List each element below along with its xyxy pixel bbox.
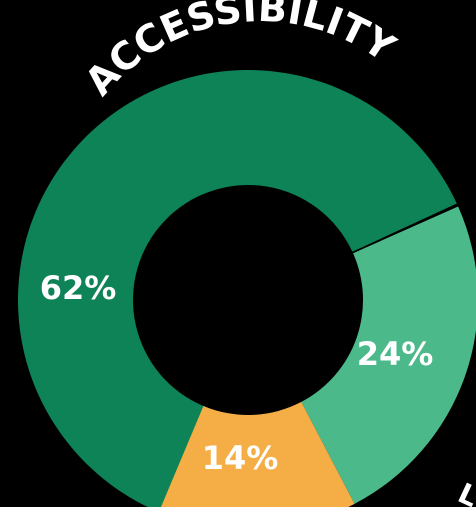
- donut-slices: [18, 70, 476, 507]
- donut-slice-3: [160, 401, 355, 507]
- donut-labels: 62% 24% 14%: [40, 269, 434, 477]
- cut-off-text-fragment: L: [453, 476, 476, 507]
- donut-slice-2: [301, 206, 476, 504]
- donut-slice-1: [18, 70, 457, 507]
- slice-label-3: 14%: [202, 439, 279, 477]
- slice-label-1: 62%: [40, 269, 117, 307]
- slice-label-2: 24%: [357, 335, 434, 373]
